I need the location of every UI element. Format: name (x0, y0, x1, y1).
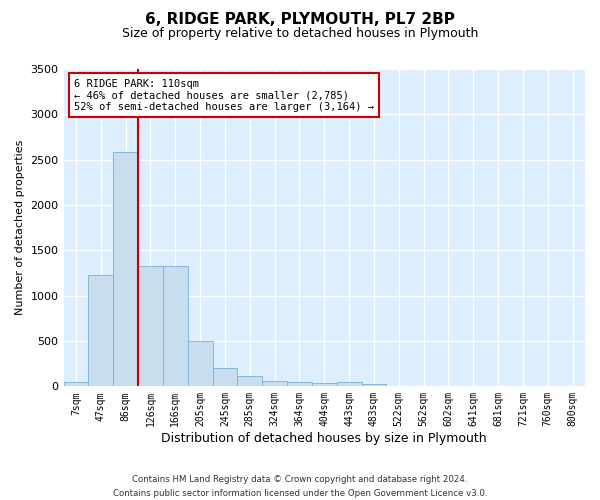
Bar (238, 376, 262, 386)
Bar (212, 368, 238, 386)
Bar (113, 152, 138, 386)
Text: 6, RIDGE PARK, PLYMOUTH, PL7 2BP: 6, RIDGE PARK, PLYMOUTH, PL7 2BP (145, 12, 455, 28)
Bar (138, 266, 163, 386)
Bar (312, 382, 337, 386)
Bar (163, 266, 188, 386)
Bar (64, 382, 88, 386)
Bar (188, 341, 212, 386)
Bar (362, 384, 386, 386)
Y-axis label: Number of detached properties: Number of detached properties (15, 140, 25, 316)
Bar (262, 382, 287, 386)
Bar (287, 382, 312, 386)
X-axis label: Distribution of detached houses by size in Plymouth: Distribution of detached houses by size … (161, 432, 487, 445)
Text: 6 RIDGE PARK: 110sqm
← 46% of detached houses are smaller (2,785)
52% of semi-de: 6 RIDGE PARK: 110sqm ← 46% of detached h… (74, 78, 374, 112)
Bar (88, 275, 113, 386)
Text: Contains HM Land Registry data © Crown copyright and database right 2024.
Contai: Contains HM Land Registry data © Crown c… (113, 476, 487, 498)
Text: Size of property relative to detached houses in Plymouth: Size of property relative to detached ho… (122, 28, 478, 40)
Bar (337, 382, 362, 386)
